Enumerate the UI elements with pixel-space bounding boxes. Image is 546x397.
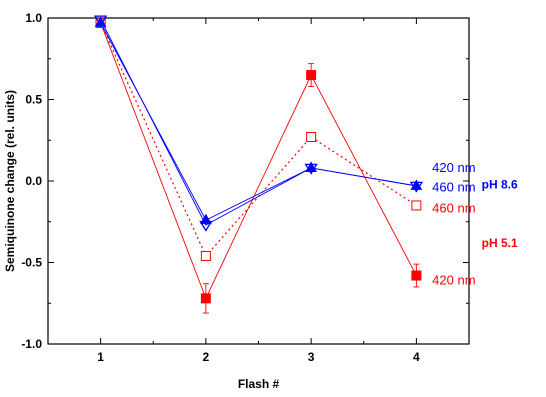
x-tick-label: 1	[97, 350, 104, 364]
annotation-label: 420 nm	[432, 160, 475, 175]
series-line-2	[100, 22, 417, 221]
data-point	[93, 15, 108, 27]
annotation-label: pH 5.1	[482, 236, 518, 250]
data-point	[200, 293, 211, 304]
series-layer	[100, 19, 417, 300]
y-tick-label: -1.0	[21, 337, 42, 351]
plot-axes: 1 2 3 4 1.0 0.5 0.0 -0.5 -1.0	[21, 11, 470, 364]
series-line-3	[100, 19, 417, 226]
y-tick-label: 0.0	[25, 174, 42, 188]
y-axis-title: Semiquinone change (rel. units)	[3, 90, 17, 272]
data-point	[306, 70, 317, 81]
data-point	[306, 131, 317, 142]
data-point	[411, 200, 422, 211]
annotation-label: 420 nm	[432, 272, 475, 287]
series-line-1	[100, 22, 417, 258]
y-tick-label: 0.5	[25, 93, 42, 107]
annotation-label: 460 nm	[432, 201, 475, 216]
plot-frame	[47, 17, 470, 345]
y-tick-label: 1.0	[25, 11, 42, 25]
annotation-layer: 420 nm 460 nm pH 8.6 460 nm pH 5.1 420 nm	[432, 160, 518, 287]
annotation-label: pH 8.6	[482, 177, 518, 191]
series-line-0	[100, 22, 417, 300]
x-tick-label: 2	[203, 350, 210, 364]
data-point	[411, 270, 422, 281]
marker-layer	[93, 15, 424, 314]
x-tick-label: 3	[308, 350, 315, 364]
x-axis-title: Flash #	[238, 377, 280, 391]
data-point	[200, 250, 211, 261]
x-tick-label: 4	[413, 350, 420, 364]
data-point	[304, 163, 318, 175]
data-point	[409, 181, 424, 193]
y-tick-label: -0.5	[21, 256, 42, 270]
data-point	[199, 220, 213, 232]
annotation-label: 460 nm	[432, 180, 475, 195]
